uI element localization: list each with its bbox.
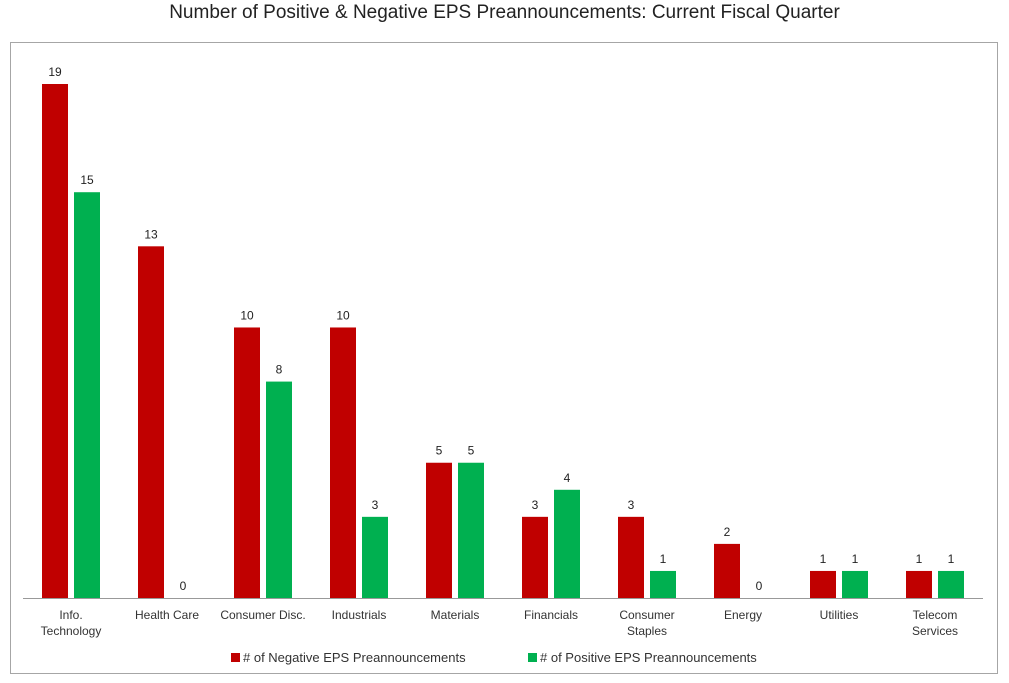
x-tick-label: Info. Technology xyxy=(41,608,102,638)
x-tick-label-line: Industrials xyxy=(332,608,387,622)
chart-title: Number of Positive & Negative EPS Preann… xyxy=(169,2,840,23)
bar-positive xyxy=(74,192,100,599)
legend-positive: # of Positive EPS Preannouncements xyxy=(528,650,757,665)
bar-negative xyxy=(618,516,644,598)
x-tick-label: Consumer Staples xyxy=(619,608,674,638)
data-label: 0 xyxy=(180,579,187,593)
x-tick-label: Utilities xyxy=(820,608,859,622)
bar-negative xyxy=(714,543,740,598)
x-tick-label: Materials xyxy=(431,608,480,622)
x-tick-label: Telecom Services xyxy=(912,608,958,638)
bar-positive xyxy=(554,489,580,598)
legend-label-positive: # of Positive EPS Preannouncements xyxy=(540,650,757,665)
x-tick-label-line: Info. xyxy=(59,608,82,622)
bar-positive xyxy=(362,516,388,598)
data-label: 1 xyxy=(916,552,923,566)
data-label: 3 xyxy=(532,498,539,512)
x-tick-label-line: Telecom xyxy=(913,608,958,622)
x-tick-label: Consumer Disc. xyxy=(220,608,305,622)
x-tick-label: Financials xyxy=(524,608,578,622)
data-label: 15 xyxy=(80,173,94,187)
x-tick-label-line: Financials xyxy=(524,608,578,622)
bar-negative xyxy=(138,246,164,598)
x-tick-label-line: Materials xyxy=(431,608,480,622)
x-tick-label-line: Services xyxy=(912,624,958,638)
legend-swatch-negative xyxy=(231,653,240,662)
data-label: 10 xyxy=(336,308,350,322)
x-tick-label-line: Staples xyxy=(627,624,667,638)
bar-positive xyxy=(458,462,484,598)
data-label: 10 xyxy=(240,308,254,322)
bar-negative xyxy=(426,462,452,598)
x-tick-label-line: Consumer xyxy=(619,608,674,622)
bar-negative xyxy=(906,570,932,598)
data-label: 5 xyxy=(436,444,443,458)
x-tick-label: Industrials xyxy=(332,608,387,622)
data-label: 1 xyxy=(660,552,667,566)
data-label: 13 xyxy=(144,227,158,241)
bar-positive xyxy=(650,570,676,598)
bar-positive xyxy=(266,381,292,598)
data-label: 4 xyxy=(564,471,571,485)
x-tick-label-line: Health Care xyxy=(135,608,199,622)
x-tick-label-line: Energy xyxy=(724,608,762,622)
chart-frame xyxy=(10,42,998,674)
x-tick-label-line: Technology xyxy=(41,624,102,638)
data-label: 8 xyxy=(276,363,283,377)
data-label: 5 xyxy=(468,444,475,458)
x-tick-label: Energy xyxy=(724,608,762,622)
x-tick-label: Health Care xyxy=(135,608,199,622)
data-label: 2 xyxy=(724,525,731,539)
bar-negative xyxy=(810,570,836,598)
bar-positive xyxy=(938,570,964,598)
x-tick-label-line: Consumer Disc. xyxy=(220,608,305,622)
x-tick-label-line: Utilities xyxy=(820,608,859,622)
data-label: 19 xyxy=(48,65,62,79)
legend-label-negative: # of Negative EPS Preannouncements xyxy=(243,650,466,665)
data-label: 1 xyxy=(852,552,859,566)
data-label: 3 xyxy=(372,498,379,512)
legend-swatch-positive xyxy=(528,653,537,662)
data-label: 1 xyxy=(948,552,955,566)
bar-negative xyxy=(234,327,260,598)
bar-positive xyxy=(842,570,868,598)
bar-negative xyxy=(522,516,548,598)
bar-negative xyxy=(330,327,356,598)
bar-negative xyxy=(42,84,68,598)
data-label: 3 xyxy=(628,498,635,512)
data-label: 0 xyxy=(756,579,763,593)
data-label: 1 xyxy=(820,552,827,566)
legend-negative: # of Negative EPS Preannouncements xyxy=(231,650,466,665)
